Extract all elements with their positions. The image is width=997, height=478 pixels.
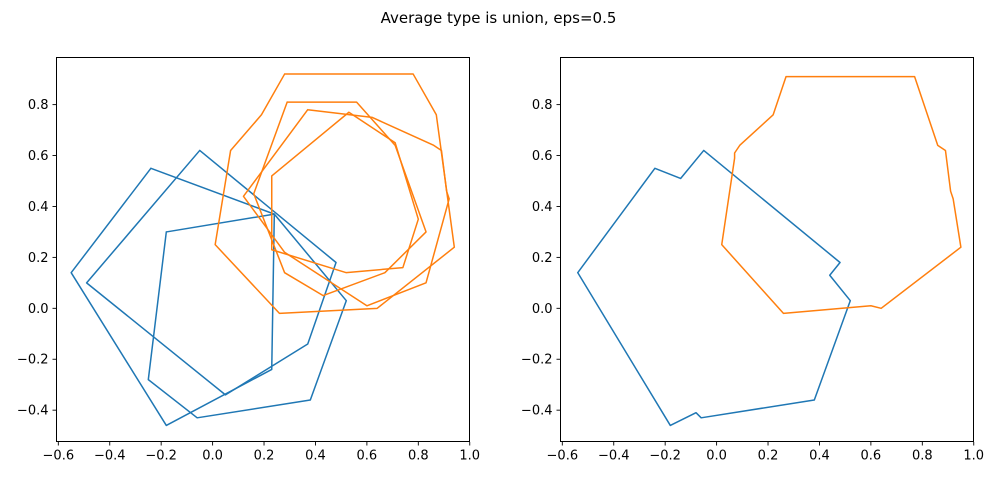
left-axes-spines: [56, 57, 470, 442]
x-tick-label: 0.4: [809, 449, 830, 464]
y-tick-label: 0.6: [28, 149, 49, 164]
y-tick-label: 0.6: [532, 149, 553, 164]
x-tick-label: −0.2: [649, 449, 681, 464]
x-tick-label: −0.2: [145, 449, 177, 464]
sample-polygon-blue-2: [85, 149, 337, 396]
y-tick-label: −0.2: [521, 353, 553, 368]
x-tick-label: 0.6: [357, 449, 378, 464]
sample-polygon-blue-3: [147, 213, 348, 419]
x-tick-label: 1.0: [459, 449, 480, 464]
sample-polygon-orange-4: [242, 108, 450, 307]
y-tick-label: 0.4: [28, 200, 49, 215]
x-tick-label: −0.4: [598, 449, 630, 464]
x-tick-label: 0.8: [408, 449, 429, 464]
right-subplot: −0.6 −0.4 −0.2 0.0 0.2 0.4 0.6 0.8 1.0 0.8 0.6 0.4 0…: [521, 57, 984, 464]
y-tick-label: 0.0: [28, 302, 49, 317]
sample-polygon-orange-1: [214, 73, 456, 315]
x-tick-label: 0.2: [758, 449, 779, 464]
y-tick-label: 0.8: [532, 98, 553, 113]
y-tick-label: 0.2: [532, 251, 553, 266]
y-tick-label: 0.8: [28, 98, 49, 113]
y-tick-label: −0.2: [17, 353, 49, 368]
sample-polygon-blue-1: [70, 167, 276, 427]
x-tick-label: 0.8: [912, 449, 933, 464]
y-tick-label: 0.2: [28, 251, 49, 266]
y-tick-label: 0.0: [532, 302, 553, 317]
left-subplot: −0.6 −0.4 −0.2 0.0 0.2 0.4 0.6 0.8 1.0 0.8 0.6 0.4 0…: [17, 57, 480, 464]
x-tick-label: 0.0: [706, 449, 727, 464]
y-tick-label: −0.4: [17, 404, 49, 419]
x-tick-label: −0.4: [94, 449, 126, 464]
x-tick-label: 1.0: [963, 449, 984, 464]
y-tick-label: −0.4: [521, 404, 553, 419]
x-tick-label: 0.4: [305, 449, 326, 464]
x-tick-label: 0.6: [861, 449, 882, 464]
x-tick-label: 0.2: [254, 449, 275, 464]
y-tick-label: 0.4: [532, 200, 553, 215]
x-tick-label: −0.6: [547, 449, 579, 464]
x-tick-label: 0.0: [202, 449, 223, 464]
union-polygon-orange: [720, 75, 962, 315]
figure-title: Average type is union, eps=0.5: [380, 9, 617, 27]
right-axes-spines: [560, 57, 974, 442]
x-tick-label: −0.6: [43, 449, 75, 464]
sample-polygon-orange-2: [252, 101, 427, 297]
union-polygon-blue: [576, 149, 852, 427]
right-plot-canvas: −0.6 −0.4 −0.2 0.0 0.2 0.4 0.6 0.8 1.0 0.8 0.6 0.4 0…: [521, 57, 984, 464]
left-plot-canvas: −0.6 −0.4 −0.2 0.0 0.2 0.4 0.6 0.8 1.0 0.8 0.6 0.4 0…: [17, 57, 480, 464]
sample-polygon-orange-3: [270, 111, 420, 274]
